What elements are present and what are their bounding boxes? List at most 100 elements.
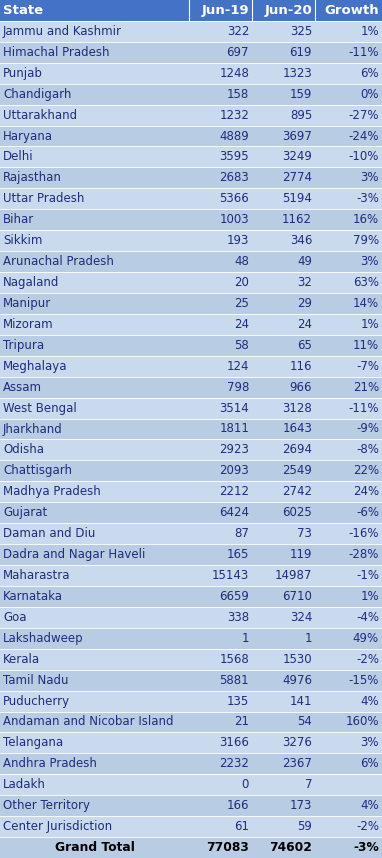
Bar [189,251,252,272]
Text: 193: 193 [227,234,249,247]
Text: 6%: 6% [360,67,379,80]
Text: 73: 73 [297,527,312,541]
Bar [315,105,382,125]
Text: 1: 1 [304,631,312,644]
Text: 325: 325 [290,25,312,38]
Bar [252,356,315,377]
Text: State: State [3,4,43,17]
Text: 158: 158 [227,88,249,100]
Text: 32: 32 [297,276,312,289]
Text: 74602: 74602 [269,841,312,854]
Bar [315,795,382,816]
Bar [0,523,189,544]
Text: -4%: -4% [356,611,379,624]
Bar [0,419,189,439]
Bar [189,461,252,481]
Bar [252,251,315,272]
Bar [315,377,382,397]
Bar [0,125,189,147]
Bar [252,711,315,733]
Text: 346: 346 [290,234,312,247]
Bar [0,377,189,397]
Bar [189,63,252,84]
Bar [189,607,252,628]
Text: 14%: 14% [353,297,379,310]
Bar [252,293,315,314]
Bar [189,586,252,607]
Text: 25: 25 [234,297,249,310]
Bar [252,691,315,711]
Text: 2367: 2367 [282,758,312,770]
Text: 77083: 77083 [206,841,249,854]
Text: 14987: 14987 [275,569,312,582]
Text: Uttarakhand: Uttarakhand [3,109,77,122]
Bar [0,397,189,419]
Text: 1%: 1% [360,317,379,331]
Bar [315,733,382,753]
Text: Kerala: Kerala [3,653,40,666]
Text: Arunachal Pradesh: Arunachal Pradesh [3,255,114,268]
Bar [0,230,189,251]
Text: 1%: 1% [360,25,379,38]
Bar [315,335,382,356]
Text: 1162: 1162 [282,214,312,227]
Bar [0,167,189,189]
Bar [252,230,315,251]
Bar [252,628,315,649]
Text: Chandigarh: Chandigarh [3,88,71,100]
Text: Mizoram: Mizoram [3,317,54,331]
Text: 24%: 24% [353,486,379,498]
Bar [189,669,252,691]
Text: 2212: 2212 [219,486,249,498]
Text: 61: 61 [234,820,249,833]
Text: 619: 619 [290,45,312,59]
Text: 20: 20 [234,276,249,289]
Text: 324: 324 [290,611,312,624]
Bar [252,816,315,837]
Text: 4976: 4976 [282,674,312,686]
Text: Nagaland: Nagaland [3,276,60,289]
Bar [0,481,189,502]
Bar [252,209,315,230]
Bar [189,753,252,774]
Bar [315,419,382,439]
Text: 59: 59 [297,820,312,833]
Text: Jun-19: Jun-19 [201,4,249,17]
Text: 3249: 3249 [282,150,312,164]
Bar [189,481,252,502]
Text: -3%: -3% [353,841,379,854]
Text: Chattisgarh: Chattisgarh [3,464,72,477]
Bar [315,293,382,314]
Bar [0,461,189,481]
Text: 15143: 15143 [212,569,249,582]
Text: 24: 24 [234,317,249,331]
Text: 3%: 3% [361,255,379,268]
Text: Maharastra: Maharastra [3,569,71,582]
Bar [0,691,189,711]
Bar [315,586,382,607]
Text: 141: 141 [290,694,312,708]
Bar [315,691,382,711]
Bar [252,523,315,544]
Bar [189,837,252,858]
Bar [315,209,382,230]
Text: -6%: -6% [356,506,379,519]
Text: -9%: -9% [356,422,379,436]
Bar [0,565,189,586]
Bar [189,272,252,293]
Text: 1: 1 [241,631,249,644]
Bar [252,753,315,774]
Text: 895: 895 [290,109,312,122]
Bar [0,272,189,293]
Text: Himachal Pradesh: Himachal Pradesh [3,45,110,59]
Text: 3166: 3166 [219,736,249,749]
Bar [189,628,252,649]
Text: 2232: 2232 [219,758,249,770]
Text: 5366: 5366 [219,192,249,205]
Bar [189,21,252,42]
Bar [315,189,382,209]
Text: Assam: Assam [3,381,42,394]
Bar [252,586,315,607]
Text: -16%: -16% [348,527,379,541]
Bar [189,84,252,105]
